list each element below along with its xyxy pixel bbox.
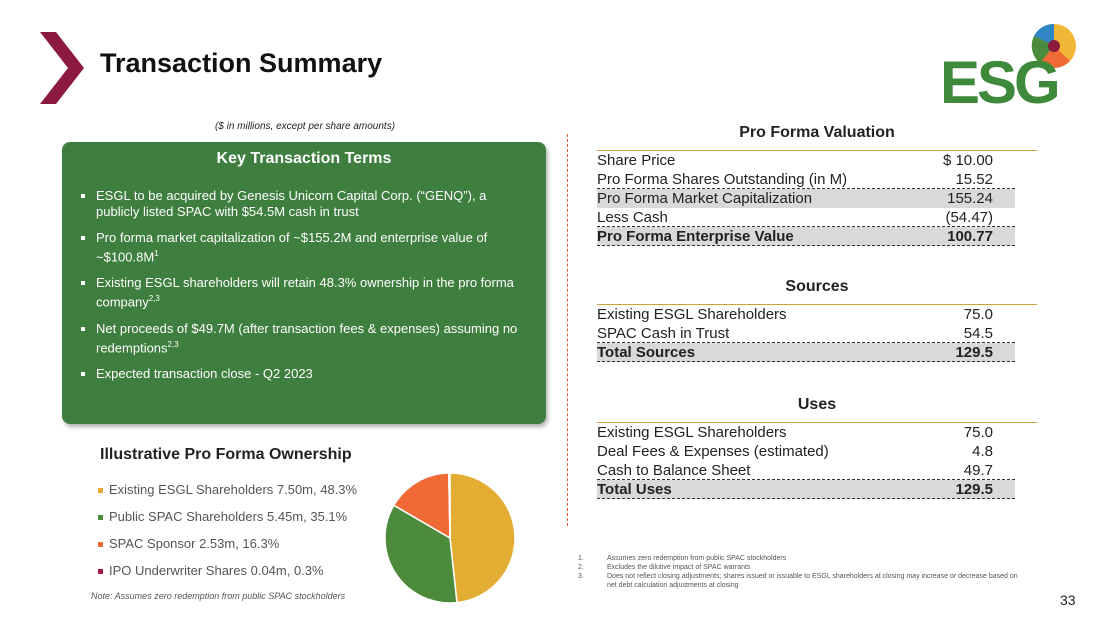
table-row: Deal Fees & Expenses (estimated) 4.8 — [597, 442, 1015, 461]
row-value: 129.5 — [955, 344, 993, 361]
ownership-title: Illustrative Pro Forma Ownership — [100, 446, 352, 463]
row-value: 54.5 — [963, 325, 993, 342]
bullet: Net proceeds of $49.7M (after transactio… — [96, 321, 530, 356]
bullet: Existing ESGL shareholders will retain 4… — [96, 275, 530, 310]
table-body: Existing ESGL Shareholders 75.0 Deal Fees … — [597, 422, 1037, 499]
bullet: Expected transaction close - Q2 2023 — [96, 366, 530, 382]
legend-marker — [98, 569, 103, 575]
footnote: 3. Does not reflect closing adjustments; … — [578, 572, 1028, 590]
legend-marker — [98, 542, 103, 548]
bullet: Pro forma market capitalization of ~$155… — [96, 230, 530, 265]
row-label: Existing ESGL Shareholders — [597, 424, 787, 441]
row-label: Cash to Balance Sheet — [597, 462, 751, 479]
bullet-text: Pro forma market capitalization of ~$155… — [96, 230, 488, 265]
legend-label: IPO Underwriter Shares 0.04m, 0.3% — [109, 563, 324, 578]
table-row: Pro Forma Market Capitalization 155.24 — [597, 189, 1015, 208]
page-number: 33 — [1060, 592, 1076, 608]
row-label: Total Sources — [597, 344, 696, 361]
row-value: (54.47) — [945, 209, 993, 226]
footnote-text: Does not reflect closing adjustments; sh… — [607, 573, 1018, 589]
row-label: Pro Forma Shares Outstanding (in M) — [597, 171, 848, 188]
row-value: 4.8 — [972, 443, 993, 460]
row-value: 129.5 — [955, 481, 993, 498]
row-value: 75.0 — [963, 424, 993, 441]
table-row: Total Sources 129.5 — [597, 343, 1015, 362]
legend-marker — [98, 515, 103, 521]
row-label: Deal Fees & Expenses (estimated) — [597, 443, 829, 460]
row-value: 100.77 — [947, 228, 993, 245]
table-row: Cash to Balance Sheet 49.7 — [597, 461, 1015, 480]
row-value: 155.24 — [947, 190, 993, 207]
table-row: SPAC Cash in Trust 54.5 — [597, 324, 1015, 343]
table-title: Uses — [797, 396, 837, 413]
logo: ESG — [940, 49, 1061, 116]
table-row: Existing ESGL Shareholders 75.0 — [597, 423, 1015, 442]
legend-item: Existing ESGL Shareholders 7.50m, 48.3% — [98, 482, 357, 497]
row-value: 75.0 — [963, 306, 993, 323]
terms-box: Key Transaction Terms ESGL to be acquire… — [62, 142, 546, 424]
footnote-number: 3. — [578, 573, 584, 580]
logo-icon — [1031, 23, 1076, 68]
footnote-text: Excludes the dilutive impact of SPAC war… — [607, 564, 751, 571]
pie-slice — [449, 472, 516, 604]
footnote-ref: 1 — [154, 249, 159, 258]
footnote-ref: 2,3 — [167, 339, 179, 349]
table-title: Pro Forma Valuation — [739, 124, 895, 141]
row-value: 15.52 — [955, 171, 993, 188]
legend-item: Public SPAC Shareholders 5.45m, 35.1% — [98, 509, 347, 524]
legend-marker — [98, 488, 103, 494]
footnote-number: 2. — [578, 564, 584, 571]
subtitle: ($ in millions, except per share amounts… — [214, 121, 396, 132]
table-row: Less Cash (54.47) — [597, 208, 1015, 227]
row-label: Share Price — [597, 152, 676, 169]
chevron-icon — [40, 32, 84, 104]
bullet-text: Existing ESGL shareholders will retain 4… — [96, 275, 514, 310]
bullet: ESGL to be acquired by Genesis Unicorn C… — [96, 188, 530, 220]
row-label: SPAC Cash in Trust — [597, 325, 730, 342]
footnote-ref: 2,3 — [148, 294, 160, 304]
table-row: Share Price $ 10.00 — [597, 151, 1015, 170]
row-label: Pro Forma Market Capitalization — [597, 190, 813, 207]
footnote: 1. Assumes zero redemption from public SP… — [578, 554, 1028, 563]
table-row: Existing ESGL Shareholders 75.0 — [597, 305, 1015, 324]
table-row: Pro Forma Enterprise Value 100.77 — [597, 227, 1015, 246]
pie-chart — [384, 472, 516, 604]
pie-slice — [384, 504, 458, 604]
bullet-text: Expected transaction close - Q2 2023 — [96, 365, 313, 381]
legend-label: SPAC Sponsor 2.53m, 16.3% — [109, 536, 280, 551]
row-label: Total Uses — [597, 481, 672, 498]
row-value: 49.7 — [963, 462, 993, 479]
legend-item: IPO Underwriter Shares 0.04m, 0.3% — [98, 563, 324, 578]
table-title: Sources — [785, 278, 849, 295]
table: Uses Existing ESGL Shareholders 75.0 Deal F… — [597, 396, 1037, 499]
legend-label: Existing ESGL Shareholders 7.50m, 48.3% — [109, 482, 358, 497]
row-label: Pro Forma Enterprise Value — [597, 228, 794, 245]
terms-title: Key Transaction Terms — [216, 150, 392, 167]
bullet-text: Net proceeds of $49.7M (after transactio… — [96, 320, 518, 355]
row-value: $ 10.00 — [942, 152, 993, 169]
row-label: Existing ESGL Shareholders — [597, 306, 787, 323]
table-row: Total Uses 129.5 — [597, 480, 1015, 499]
table-body: Existing ESGL Shareholders 75.0 SPAC Cash … — [597, 304, 1037, 362]
pie-slice — [392, 472, 451, 540]
footnote-number: 1. — [578, 555, 584, 562]
table: Sources Existing ESGL Shareholders 75.0 SPA… — [597, 278, 1037, 362]
bullet-text: ESGL to be acquired by Genesis Unicorn C… — [96, 188, 487, 219]
pie-slice — [448, 472, 451, 539]
legend-label: Public SPAC Shareholders 5.45m, 35.1% — [109, 509, 348, 524]
divider — [567, 134, 568, 526]
note: Note: Assumes zero redemption from publi… — [91, 591, 346, 601]
table-row: Pro Forma Shares Outstanding (in M) 15.52 — [597, 170, 1015, 189]
footnote: 2. Excludes the dilutive impact of SPAC w… — [578, 563, 1028, 572]
title: Transaction Summary — [100, 48, 383, 78]
table-body: Share Price $ 10.00 Pro Forma Shares Outst… — [597, 150, 1037, 246]
legend-item: SPAC Sponsor 2.53m, 16.3% — [98, 536, 279, 551]
footnote-text: Assumes zero redemption from public SPAC… — [607, 555, 787, 562]
bullet-list: ESGL to be acquired by Genesis Unicorn C… — [62, 188, 546, 382]
table: Pro Forma Valuation Share Price $ 10.00 Pro… — [597, 124, 1037, 246]
row-label: Less Cash — [597, 209, 668, 226]
